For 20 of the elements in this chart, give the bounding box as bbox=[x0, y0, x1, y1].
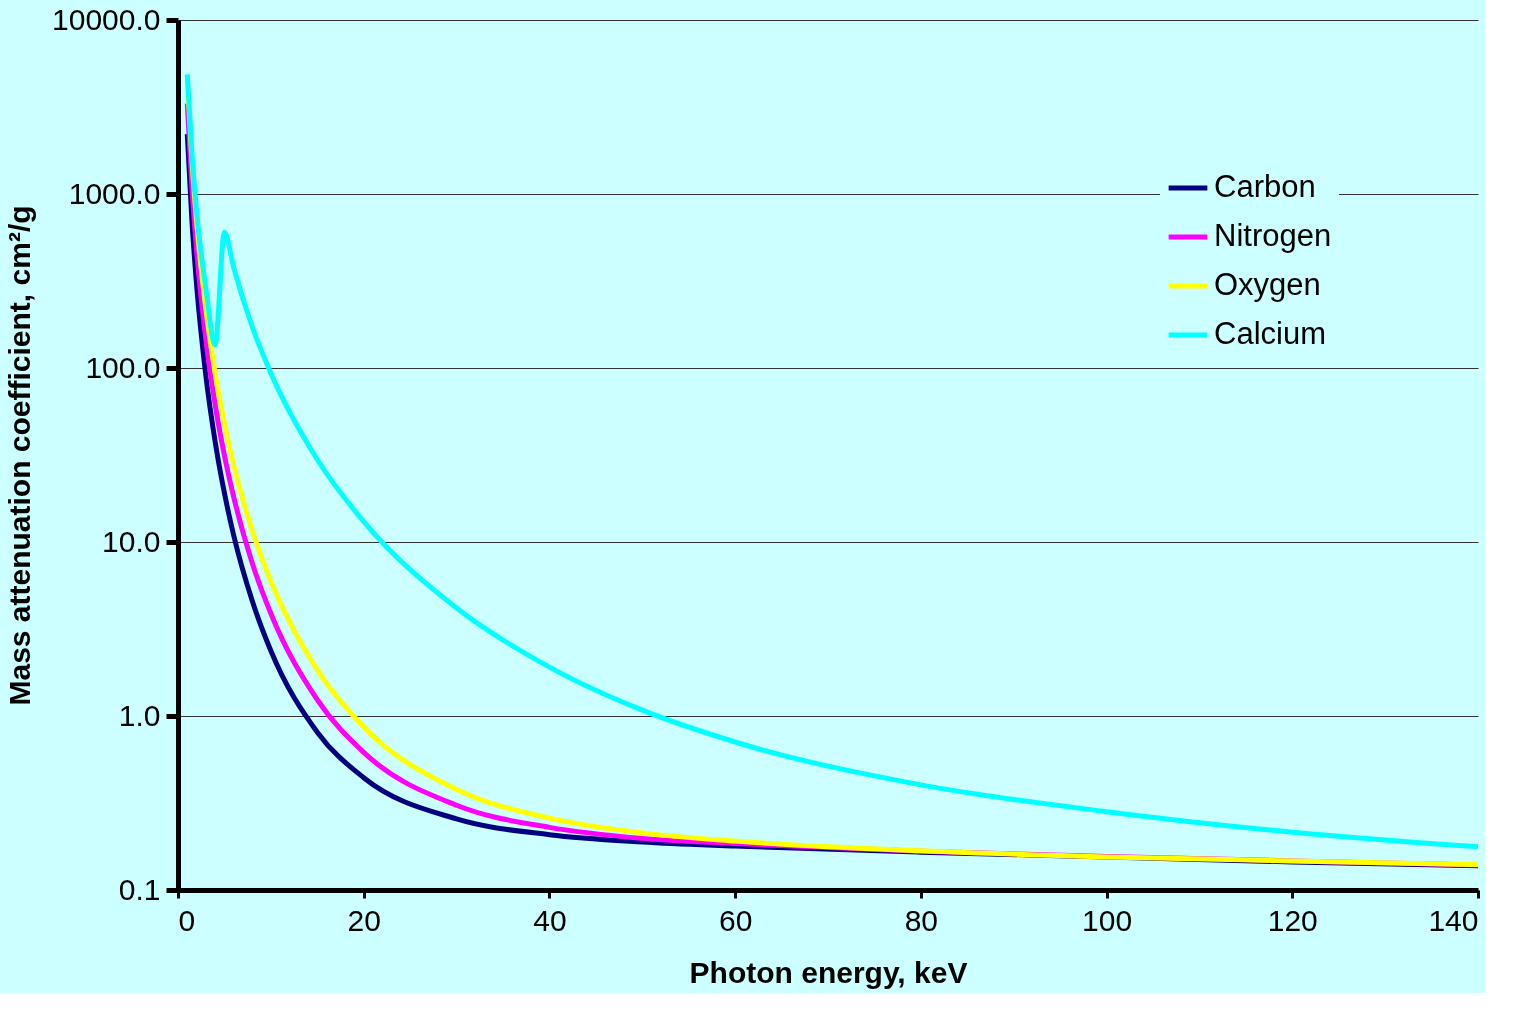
legend-label: Calcium bbox=[1214, 316, 1326, 351]
x-tick-label: 120 bbox=[1267, 903, 1318, 937]
x-tick-label: 80 bbox=[904, 903, 939, 937]
y-tick-label: 100.0 bbox=[85, 350, 161, 384]
y-axis-title: Mass attenuation coefficient, cm²/g bbox=[3, 205, 37, 706]
x-tick-label: 40 bbox=[533, 903, 567, 937]
y-tick-label: 10000.0 bbox=[52, 2, 161, 36]
y-tick-label: 10.0 bbox=[102, 524, 161, 558]
x-tick-label: 0 bbox=[178, 903, 196, 937]
y-tick-label: 1.0 bbox=[118, 698, 161, 732]
x-tick-label: 20 bbox=[347, 903, 381, 937]
x-tick-label: 60 bbox=[718, 903, 753, 937]
legend-label: Carbon bbox=[1214, 169, 1316, 204]
x-tick-label: 140 bbox=[1428, 903, 1479, 937]
y-tick-label: 1000.0 bbox=[68, 176, 161, 210]
legend-label: Nitrogen bbox=[1214, 218, 1332, 253]
x-axis-title: Photon energy, keV bbox=[689, 955, 968, 989]
x-tick-label: 100 bbox=[1082, 903, 1133, 937]
y-tick-label: 0.1 bbox=[118, 872, 161, 906]
legend-label: Oxygen bbox=[1214, 267, 1321, 302]
